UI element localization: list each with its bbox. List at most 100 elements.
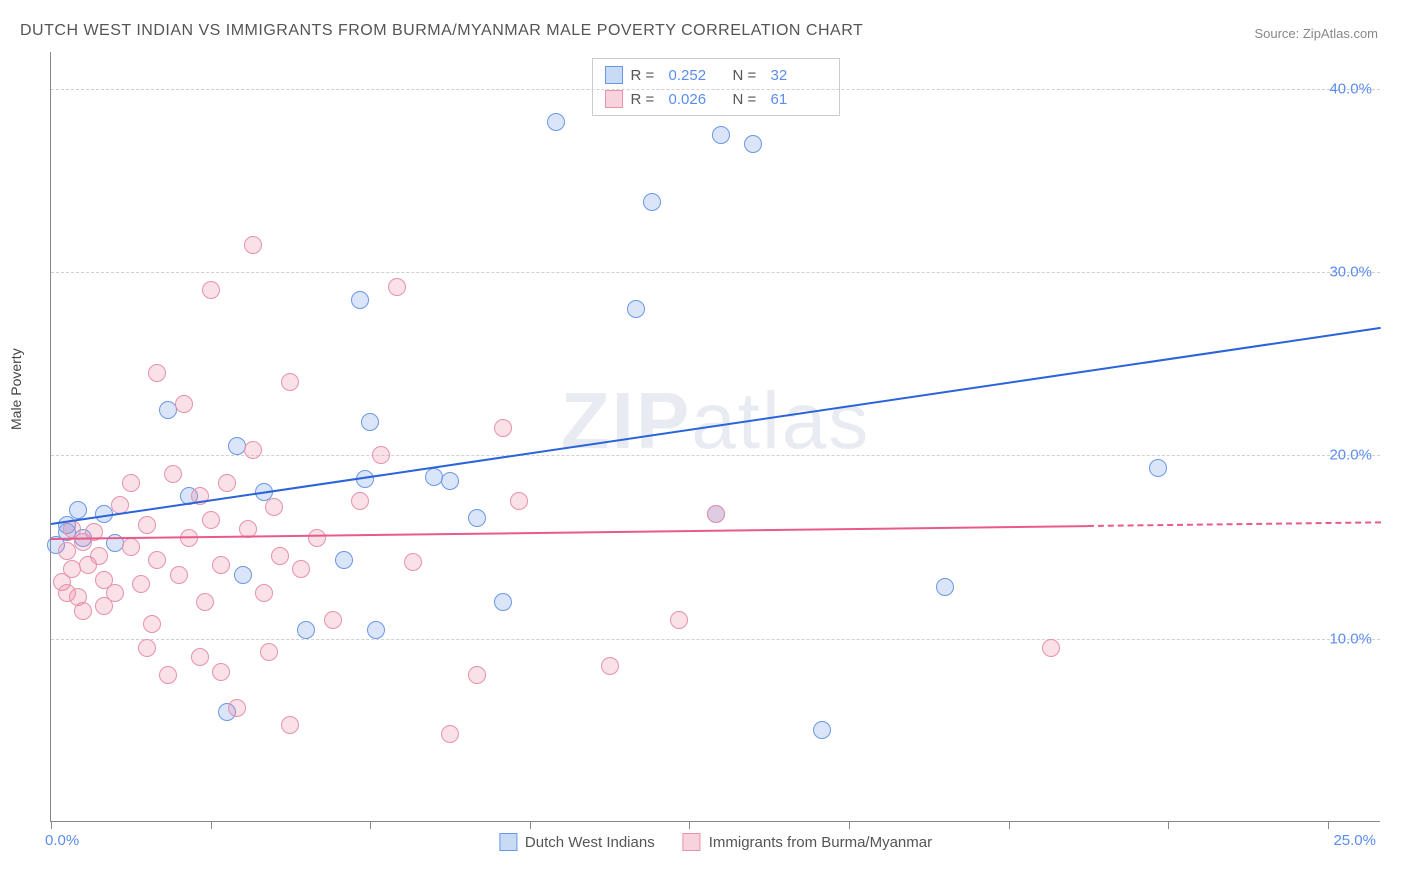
correlation-legend: R = 0.252 N = 32 R = 0.026 N = 61 [592,58,840,116]
scatter-point-series-1 [265,498,283,516]
legend-item-series-0: Dutch West Indians [499,833,655,851]
scatter-point-series-0 [494,593,512,611]
scatter-point-series-1 [244,441,262,459]
scatter-point-series-1 [510,492,528,510]
n-value: 32 [771,67,827,84]
gridline-h [51,272,1380,273]
scatter-point-series-1 [122,474,140,492]
scatter-point-series-1 [308,529,326,547]
y-tick-label: 10.0% [1329,630,1372,647]
scatter-point-series-1 [170,566,188,584]
n-value: 61 [771,91,827,108]
legend-item-series-1: Immigrants from Burma/Myanmar [683,833,932,851]
x-tick [370,821,371,829]
x-tick [530,821,531,829]
scatter-point-series-1 [372,446,390,464]
scatter-point-series-1 [106,584,124,602]
scatter-point-series-0 [297,621,315,639]
scatter-point-series-1 [148,364,166,382]
scatter-point-series-0 [351,291,369,309]
scatter-point-series-1 [255,584,273,602]
r-label: R = [631,91,661,108]
source-attribution: Source: ZipAtlas.com [1254,26,1378,41]
scatter-point-series-0 [627,300,645,318]
legend-row-series-1: R = 0.026 N = 61 [605,87,827,111]
n-label: N = [733,67,763,84]
scatter-point-series-1 [1042,639,1060,657]
x-tick [689,821,690,829]
scatter-point-series-1 [212,556,230,574]
scatter-point-series-0 [441,472,459,490]
y-axis-label: Male Poverty [8,348,24,430]
scatter-point-series-1 [670,611,688,629]
y-tick-label: 40.0% [1329,80,1372,97]
scatter-point-series-1 [271,547,289,565]
scatter-point-series-1 [212,663,230,681]
scatter-point-series-1 [281,716,299,734]
scatter-point-series-1 [292,560,310,578]
x-tick [1168,821,1169,829]
legend-swatch-icon [683,833,701,851]
scatter-point-series-0 [234,566,252,584]
legend-label: Dutch West Indians [525,834,655,851]
scatter-point-series-1 [202,511,220,529]
scatter-point-series-1 [351,492,369,510]
scatter-point-series-1 [404,553,422,571]
scatter-point-series-0 [228,437,246,455]
scatter-point-series-1 [196,593,214,611]
x-tick [849,821,850,829]
scatter-point-series-0 [813,721,831,739]
scatter-point-series-1 [260,643,278,661]
watermark-bold: ZIP [561,376,691,465]
scatter-point-series-1 [164,465,182,483]
scatter-point-series-1 [58,542,76,560]
legend-swatch-icon [605,66,623,84]
scatter-point-series-0 [361,413,379,431]
scatter-point-series-1 [601,657,619,675]
scatter-point-series-1 [191,648,209,666]
x-axis-min-label: 0.0% [45,832,79,849]
r-label: R = [631,67,661,84]
chart-title: DUTCH WEST INDIAN VS IMMIGRANTS FROM BUR… [20,22,863,40]
scatter-point-series-0 [1149,459,1167,477]
scatter-point-series-1 [148,551,166,569]
scatter-point-series-1 [281,373,299,391]
r-value: 0.252 [669,67,725,84]
scatter-point-series-1 [122,538,140,556]
x-tick [211,821,212,829]
scatter-point-series-1 [707,505,725,523]
x-tick [51,821,52,829]
scatter-point-series-0 [547,113,565,131]
series-legend: Dutch West Indians Immigrants from Burma… [499,833,932,851]
scatter-point-series-1 [202,281,220,299]
x-tick [1328,821,1329,829]
y-tick-label: 20.0% [1329,447,1372,464]
legend-swatch-icon [499,833,517,851]
legend-swatch-icon [605,90,623,108]
legend-row-series-0: R = 0.252 N = 32 [605,63,827,87]
watermark-light: atlas [691,376,870,465]
scatter-point-series-0 [425,468,443,486]
scatter-plot-area: ZIPatlas R = 0.252 N = 32 R = 0.026 N = … [50,52,1380,822]
scatter-point-series-1 [175,395,193,413]
y-tick-label: 30.0% [1329,264,1372,281]
scatter-point-series-0 [335,551,353,569]
trend-line [1088,521,1381,527]
scatter-point-series-1 [324,611,342,629]
n-label: N = [733,91,763,108]
scatter-point-series-1 [159,666,177,684]
gridline-h [51,89,1380,90]
trend-line [51,327,1381,525]
scatter-point-series-0 [69,501,87,519]
scatter-point-series-0 [468,509,486,527]
scatter-point-series-1 [441,725,459,743]
scatter-point-series-0 [744,135,762,153]
legend-label: Immigrants from Burma/Myanmar [709,834,932,851]
scatter-point-series-1 [74,602,92,620]
scatter-point-series-1 [138,639,156,657]
scatter-point-series-0 [367,621,385,639]
scatter-point-series-1 [138,516,156,534]
scatter-point-series-1 [494,419,512,437]
scatter-point-series-1 [388,278,406,296]
scatter-point-series-1 [468,666,486,684]
